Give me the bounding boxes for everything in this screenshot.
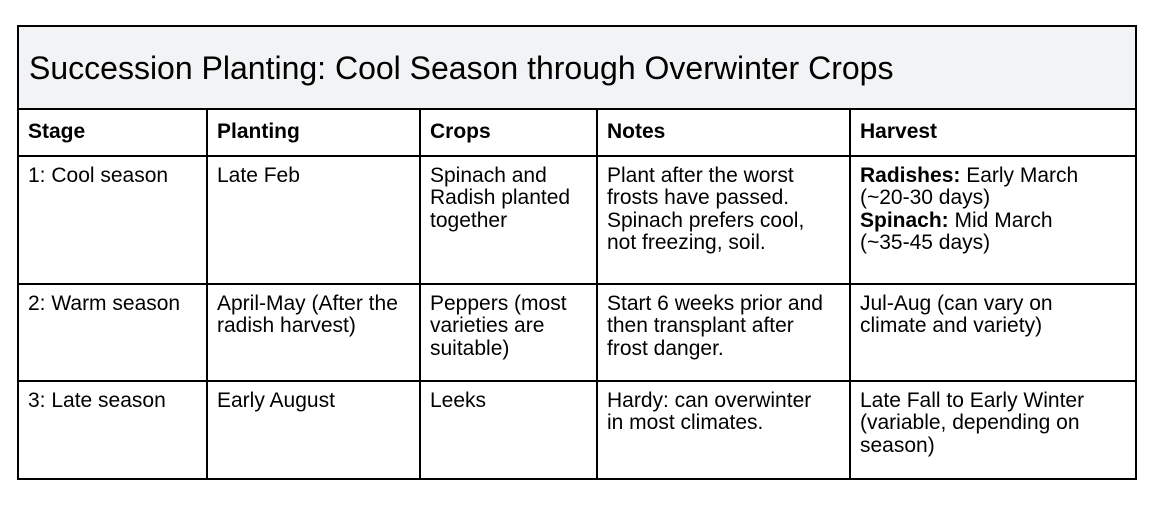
cell-harvest-3: Late Fall to Early Winter (variable, dep…: [848, 380, 1138, 480]
harvest-radishes-label: Radishes:: [860, 164, 961, 187]
cell-notes-3: Hardy: can overwinter in most climates.: [596, 380, 851, 480]
column-header-harvest: Harvest: [848, 108, 1138, 157]
cell-planting-3: Early August: [206, 380, 421, 480]
cell-stage-2: 2: Warm season: [17, 283, 208, 382]
column-header-crops: Crops: [419, 108, 598, 157]
cell-crops-1: Spinach and Radish planted together: [419, 155, 598, 285]
succession-planting-table: Succession Planting: Cool Season through…: [16, 25, 1138, 480]
column-header-notes: Notes: [596, 108, 851, 157]
harvest-spinach-label: Spinach:: [860, 208, 949, 232]
cell-notes-2: Start 6 weeks prior and then transplant …: [596, 283, 851, 382]
harvest-radishes-text: Early March (~20-30 days): [860, 164, 1079, 210]
cell-planting-2: April-May (After the radish harvest): [206, 283, 421, 382]
table-row-cool-season: 1: Cool season Late Feb Spinach and Radi…: [17, 155, 1138, 285]
column-header-planting: Planting: [206, 108, 421, 157]
table-header-row: Stage Planting Crops Notes Harvest: [17, 108, 1138, 157]
column-header-stage: Stage: [17, 108, 208, 157]
table-title-row: Succession Planting: Cool Season through…: [16, 25, 1138, 110]
cell-crops-3: Leeks: [419, 380, 598, 480]
cell-notes-1: Plant after the worst frosts have passed…: [596, 155, 851, 285]
table-row-warm-season: 2: Warm season April-May (After the radi…: [17, 283, 1138, 382]
cell-harvest-2: Jul-Aug (can vary on climate and variety…: [848, 283, 1138, 382]
table-title: Succession Planting: Cool Season through…: [16, 25, 1138, 110]
cell-planting-1: Late Feb: [206, 155, 421, 285]
cell-crops-2: Peppers (most varieties are suitable): [419, 283, 598, 382]
cell-stage-3: 3: Late season: [17, 380, 208, 480]
cell-stage-1: 1: Cool season: [17, 155, 208, 285]
table-row-late-season: 3: Late season Early August Leeks Hardy:…: [17, 380, 1138, 480]
harvest-spinach-text: Mid March (~35-45 days): [860, 208, 1053, 255]
cell-harvest-1: Radishes: Early March (~20-30 days) Spin…: [848, 155, 1138, 285]
